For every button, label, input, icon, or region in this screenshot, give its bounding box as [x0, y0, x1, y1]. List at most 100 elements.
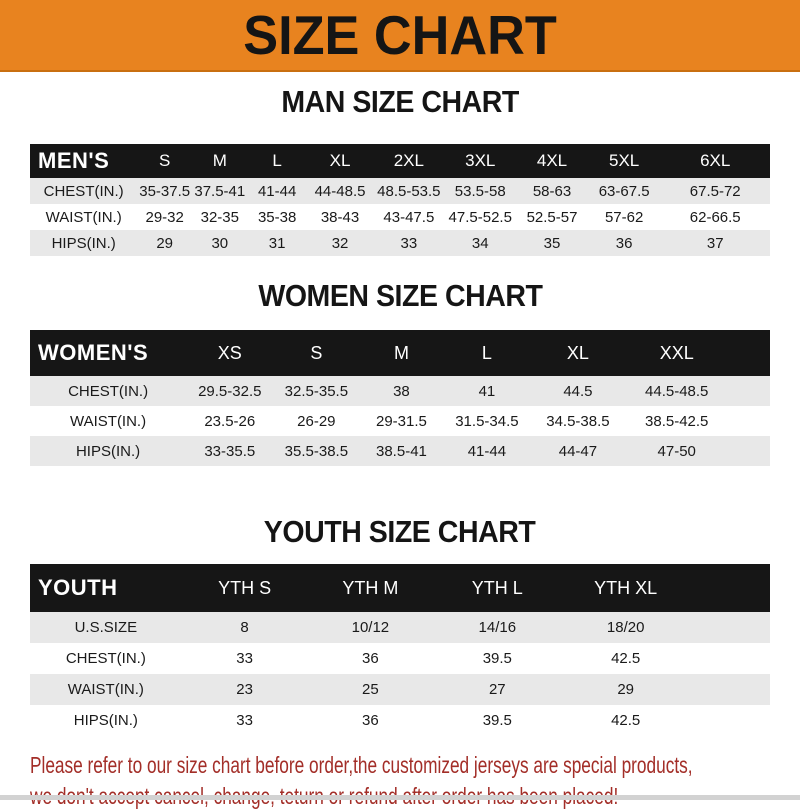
row-label: HIPS(IN.) [51, 234, 116, 252]
banner-title: SIZE CHART [243, 4, 557, 66]
size-header-cell: 5XL [609, 151, 640, 170]
value-cell: 43-47.5 [383, 208, 435, 226]
value-cell: 32-35 [200, 208, 239, 226]
youth-hips-row: HIPS(IN.) 33 36 39.5 42.5 [30, 705, 770, 736]
size-header-cell: YTH S [218, 577, 272, 598]
spacer-cell [690, 674, 770, 705]
value-cell: 33-35.5 [204, 442, 256, 460]
value-cell: 67.5-72 [689, 182, 741, 200]
value-cell: 62-66.5 [689, 208, 741, 226]
value-cell: 47.5-52.5 [448, 208, 512, 226]
spacer-cell [690, 612, 770, 643]
row-label: HIPS(IN.) [73, 712, 138, 729]
women-header-row: WOMEN'S XS S M L XL XXL [30, 330, 770, 376]
row-label: U.S.SIZE [74, 619, 138, 636]
row-label: HIPS(IN.) [75, 442, 141, 460]
men-size-table: MEN'S S M L XL 2XL 3XL 4XL 5XL 6XL CHEST… [30, 144, 770, 256]
value-cell: 33 [236, 712, 253, 729]
value-cell: 29 [156, 234, 174, 252]
value-cell: 38.5-41 [376, 442, 427, 460]
value-cell: 29 [617, 681, 635, 698]
value-cell: 34 [471, 234, 489, 252]
youth-waist-row: WAIST(IN.) 23 25 27 29 [30, 674, 770, 705]
disclaimer-line-1: Please refer to our size chart before or… [30, 752, 693, 778]
size-chart-banner: SIZE CHART [0, 0, 800, 72]
value-cell: 44.5 [563, 382, 593, 400]
size-header-cell: L [481, 342, 492, 363]
spacer-cell [728, 330, 770, 376]
value-cell: 29-32 [145, 208, 184, 226]
value-cell: 37 [706, 234, 724, 252]
size-header-cell: XL [329, 151, 351, 170]
youth-chest-row: CHEST(IN.) 33 36 39.5 42.5 [30, 643, 770, 674]
size-header-cell: M [212, 151, 227, 170]
man-section-title: MAN SIZE CHART [281, 84, 519, 119]
men-header-row: MEN'S S M L XL 2XL 3XL 4XL 5XL 6XL [30, 144, 770, 178]
value-cell: 63-67.5 [598, 182, 650, 200]
spacer-cell [690, 564, 770, 612]
bottom-edge-strip [0, 795, 800, 800]
spacer-cell [690, 643, 770, 674]
spacer-cell [728, 376, 770, 406]
value-cell: 57-62 [604, 208, 644, 226]
value-cell: 18/20 [606, 619, 645, 636]
value-cell: 26-29 [297, 412, 336, 430]
value-cell: 41-44 [467, 442, 507, 460]
value-cell: 10/12 [351, 619, 390, 636]
men-chest-row: CHEST(IN.) 35-37.5 37.5-41 41-44 44-48.5… [30, 178, 770, 204]
value-cell: 8 [240, 619, 249, 636]
value-cell: 35-38 [257, 208, 297, 226]
value-cell: 41-44 [257, 182, 297, 200]
size-header-cell: M [393, 342, 409, 363]
value-cell: 35-37.5 [139, 182, 191, 200]
women-category-label: WOMEN'S [38, 340, 149, 365]
value-cell: 36 [615, 234, 633, 252]
youth-category-label: YOUTH [38, 575, 118, 600]
women-section-heading: WOMEN SIZE CHART [0, 280, 800, 318]
value-cell: 39.5 [482, 712, 512, 729]
size-header-cell: 3XL [465, 151, 496, 170]
value-cell: 44.5-48.5 [645, 382, 709, 400]
men-hips-row: HIPS(IN.) 29 30 31 32 33 34 35 36 37 [30, 230, 770, 256]
row-label: CHEST(IN.) [65, 650, 146, 667]
man-section-heading: MAN SIZE CHART [0, 86, 800, 124]
spacer-cell [728, 406, 770, 436]
size-header-cell: 6XL [700, 151, 731, 170]
row-label: WAIST(IN.) [70, 412, 147, 430]
value-cell: 37.5-41 [194, 182, 246, 200]
value-cell: 52.5-57 [526, 208, 578, 226]
value-cell: 33 [400, 234, 418, 252]
value-cell: 33 [236, 650, 253, 667]
value-cell: 23.5-26 [204, 412, 256, 430]
value-cell: 58-63 [532, 182, 572, 200]
value-cell: 36 [362, 712, 379, 729]
value-cell: 35.5-38.5 [284, 442, 349, 460]
value-cell: 53.5-58 [454, 182, 506, 200]
value-cell: 44-48.5 [314, 182, 366, 200]
size-header-cell: XXL [659, 342, 694, 363]
value-cell: 14/16 [478, 619, 517, 636]
size-header-cell: 4XL [536, 151, 568, 170]
size-header-cell: S [159, 151, 171, 170]
value-cell: 35 [543, 234, 561, 252]
youth-header-row: YOUTH YTH S YTH M YTH L YTH XL [30, 564, 770, 612]
size-header-cell: 2XL [393, 151, 424, 170]
women-size-table: WOMEN'S XS S M L XL XXL CHEST(IN.) 29.5-… [30, 330, 770, 466]
value-cell: 44-47 [558, 442, 598, 460]
men-category-label: MEN'S [38, 148, 110, 173]
value-cell: 23 [236, 681, 253, 698]
value-cell: 32 [331, 234, 349, 252]
value-cell: 31 [268, 234, 286, 252]
row-label: CHEST(IN.) [68, 382, 149, 400]
women-waist-row: WAIST(IN.) 23.5-26 26-29 29-31.5 31.5-34… [30, 406, 770, 436]
size-header-cell: YTH M [342, 577, 399, 598]
value-cell: 38-43 [320, 208, 360, 226]
youth-ussize-row: U.S.SIZE 8 10/12 14/16 18/20 [30, 612, 770, 643]
disclaimer-note: Please refer to our size chart before or… [30, 750, 800, 812]
value-cell: 36 [362, 650, 379, 667]
size-header-cell: L [272, 151, 282, 170]
size-header-cell: YTH XL [594, 577, 658, 598]
size-header-cell: XS [217, 342, 242, 363]
women-chest-row: CHEST(IN.) 29.5-32.5 32.5-35.5 38 41 44.… [30, 376, 770, 406]
youth-section-heading: YOUTH SIZE CHART [0, 516, 800, 554]
